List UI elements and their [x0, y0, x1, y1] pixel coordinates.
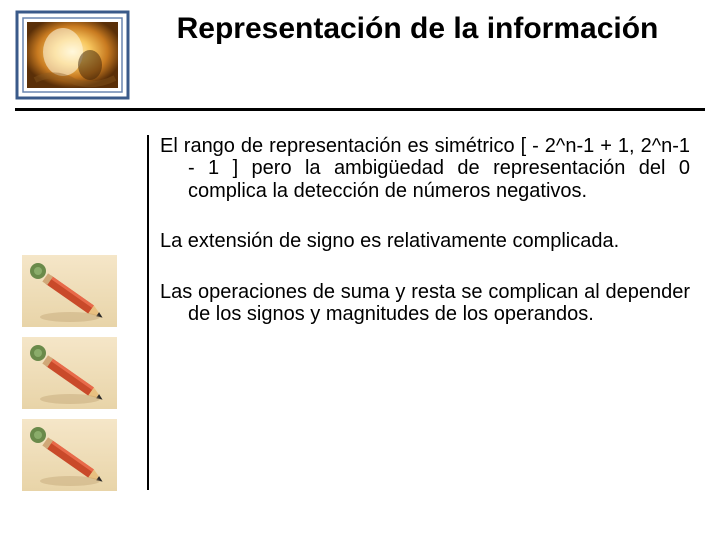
corner-image: [15, 10, 130, 100]
thumbnail-3: [22, 419, 117, 491]
paragraph-1: El rango de representación es simétrico …: [160, 135, 690, 202]
pencil-icon: [22, 419, 117, 491]
paragraph-2: La extensión de signo es relativamente c…: [160, 230, 690, 252]
body-text: El rango de representación es simétrico …: [160, 135, 690, 353]
thumbnail-2: [22, 337, 117, 409]
body-vertical-rule: [147, 135, 149, 490]
slide-title: Representación de la información: [145, 12, 690, 47]
paragraph-3: Las operaciones de suma y resta se compl…: [160, 281, 690, 326]
title-underline: [15, 108, 705, 111]
thumbnail-1: [22, 255, 117, 327]
side-thumbnails: [22, 255, 117, 501]
globe-icon: [15, 10, 130, 100]
pencil-icon: [22, 337, 117, 409]
pencil-icon: [22, 255, 117, 327]
slide: Representación de la información: [0, 0, 720, 540]
